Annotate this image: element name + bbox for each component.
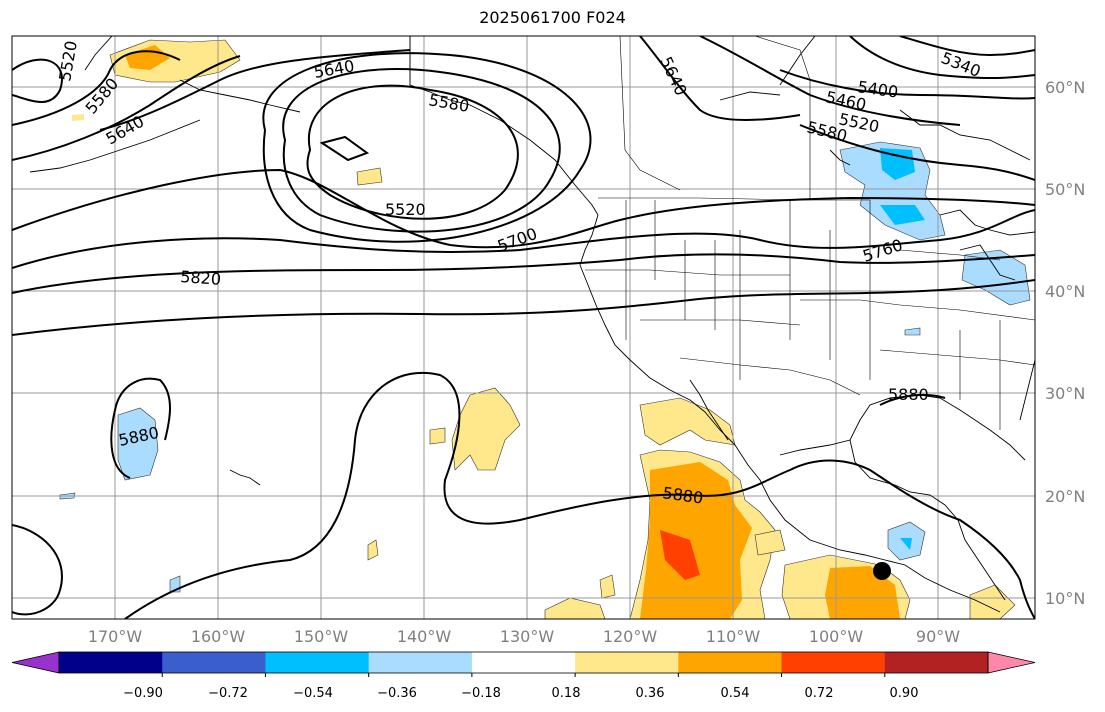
colorbar-tick: −0.90 <box>123 686 163 701</box>
colorbar-tick-labels: −0.90 −0.72 −0.54 −0.36 −0.18 0.18 0.36 … <box>123 686 918 701</box>
colorbar-segment <box>678 652 783 673</box>
lat-label: 50°N <box>1045 180 1085 199</box>
colorbar-segment <box>575 652 679 673</box>
chart-title: 2025061700 F024 <box>479 8 626 27</box>
contour-label: 5880 <box>888 385 929 404</box>
colorbar-tick: 0.18 <box>552 686 581 701</box>
colorbar-tick: −0.36 <box>377 686 417 701</box>
map-background <box>12 36 1035 619</box>
colorbar-segment <box>781 652 886 673</box>
colorbar-tick: 0.54 <box>721 686 750 701</box>
lat-label: 30°N <box>1045 384 1085 403</box>
colorbar-extend-high <box>987 651 1036 674</box>
lon-label: 160°W <box>191 627 246 646</box>
graticule <box>12 36 1035 619</box>
colorbar-tick: 0.36 <box>636 686 665 701</box>
height-contours <box>12 36 1035 619</box>
contour-label: 5520 <box>385 200 426 219</box>
longitude-labels: 170°W 160°W 150°W 140°W 130°W 120°W 110°… <box>88 627 960 646</box>
colorbar-tick: 0.90 <box>890 686 919 701</box>
colorbar-extend-low <box>11 651 60 674</box>
colorbar-tick: 0.72 <box>805 686 834 701</box>
map-frame <box>11 35 1036 620</box>
lat-label: 10°N <box>1045 589 1085 608</box>
colorbar-segment <box>265 652 370 673</box>
colorbar-tick: −0.72 <box>208 686 248 701</box>
latitude-labels: 60°N 50°N 40°N 30°N 20°N 10°N <box>1045 78 1085 608</box>
colorbar-segment <box>884 652 989 673</box>
lat-label: 60°N <box>1045 78 1085 97</box>
storm-center-dot <box>873 562 891 580</box>
lon-label: 110°W <box>706 627 761 646</box>
colorbar-segment <box>162 652 266 673</box>
contour-label: 5820 <box>180 267 222 289</box>
colorbar-segment <box>59 652 163 673</box>
colorbar-segment <box>471 652 576 673</box>
colorbar-segment <box>368 652 473 673</box>
lon-label: 90°W <box>916 627 960 646</box>
lon-label: 150°W <box>294 627 349 646</box>
lon-label: 140°W <box>397 627 452 646</box>
lat-label: 20°N <box>1045 487 1085 506</box>
lon-label: 100°W <box>809 627 864 646</box>
lat-label: 40°N <box>1045 282 1085 301</box>
colorbar-tick: −0.54 <box>293 686 333 701</box>
lon-label: 120°W <box>603 627 658 646</box>
colorbar-tick: −0.18 <box>461 686 501 701</box>
colorbar-frame <box>58 651 989 674</box>
lon-label: 130°W <box>500 627 555 646</box>
colorbar <box>11 651 1036 677</box>
lon-label: 170°W <box>88 627 143 646</box>
